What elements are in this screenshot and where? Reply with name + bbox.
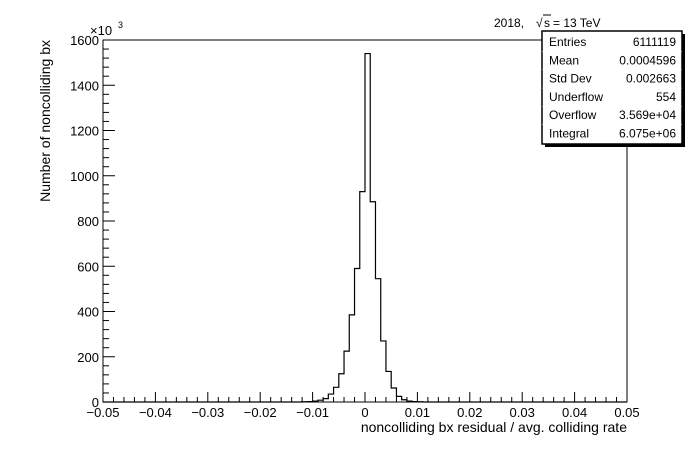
stats-value: 6.075e+06: [619, 127, 676, 141]
stats-box: Entries 6111119 Mean 0.0004596 Std Dev 0.0026…: [541, 30, 685, 147]
x-tick-label: −0.03: [191, 405, 224, 420]
x-tick-label: −0.05: [87, 405, 120, 420]
stats-rows: Entries 6111119 Mean 0.0004596 Std Dev 0.0026…: [542, 35, 682, 141]
y-axis-title: Number of noncolliding bx: [37, 40, 53, 202]
x-tick-label: 0.05: [614, 405, 639, 420]
y-tick-label: 600: [77, 259, 99, 274]
histogram-outline: [103, 52, 627, 403]
y-multiplier: ×10 3: [90, 20, 123, 38]
stats-value: 0.002663: [626, 72, 676, 86]
stats-label: Integral: [549, 127, 589, 141]
stats-value: 0.0004596: [619, 53, 676, 67]
x-tick-label: 0.02: [457, 405, 482, 420]
stats-label: Mean: [549, 53, 579, 67]
x-tick-label: −0.04: [139, 405, 172, 420]
x-tick-label: 0.01: [405, 405, 430, 420]
y-tick-label: 200: [77, 350, 99, 365]
y-tick-label: 1400: [70, 78, 99, 93]
x-tick-label: 0.04: [562, 405, 587, 420]
stats-value: 554: [656, 90, 676, 104]
y-tick-label: 1600: [70, 33, 99, 48]
stats-label: Underflow: [549, 90, 603, 104]
stats-box-frame: [541, 30, 683, 145]
y-tick-label: 0: [92, 395, 99, 410]
y-tick-label: 1200: [70, 124, 99, 139]
stats-value: 6111119: [633, 35, 676, 49]
stats-label: Entries: [549, 35, 586, 49]
energy-annotation: 2018, √ s = 13 TeV: [494, 14, 600, 30]
annotation-s: s: [544, 16, 550, 30]
x-axis-title: noncolliding bx residual / avg. collidin…: [361, 419, 627, 435]
axis-tick-labels: −0.05 −0.04 −0.03 −0.02 −0.01 0 0.01 0.02 0.03 0.…: [70, 33, 640, 420]
annotation-energy: = 13 TeV: [553, 16, 600, 30]
stats-label: Std Dev: [549, 72, 592, 86]
y-tick-label: 400: [77, 305, 99, 320]
stats-value: 3.569e+04: [619, 108, 676, 122]
stats-label: Overflow: [549, 108, 597, 122]
annotation-sqrt-symbol: √: [536, 16, 543, 30]
x-tick-label: 0.03: [510, 405, 535, 420]
y-multiplier-base: ×10: [90, 23, 112, 38]
x-tick-label: −0.01: [296, 405, 329, 420]
x-tick-label: −0.02: [244, 405, 277, 420]
y-multiplier-exponent: 3: [118, 20, 123, 30]
y-tick-label: 1000: [70, 169, 99, 184]
y-tick-label: 800: [77, 214, 99, 229]
annotation-year: 2018,: [494, 16, 524, 30]
x-tick-label: 0: [361, 405, 368, 420]
